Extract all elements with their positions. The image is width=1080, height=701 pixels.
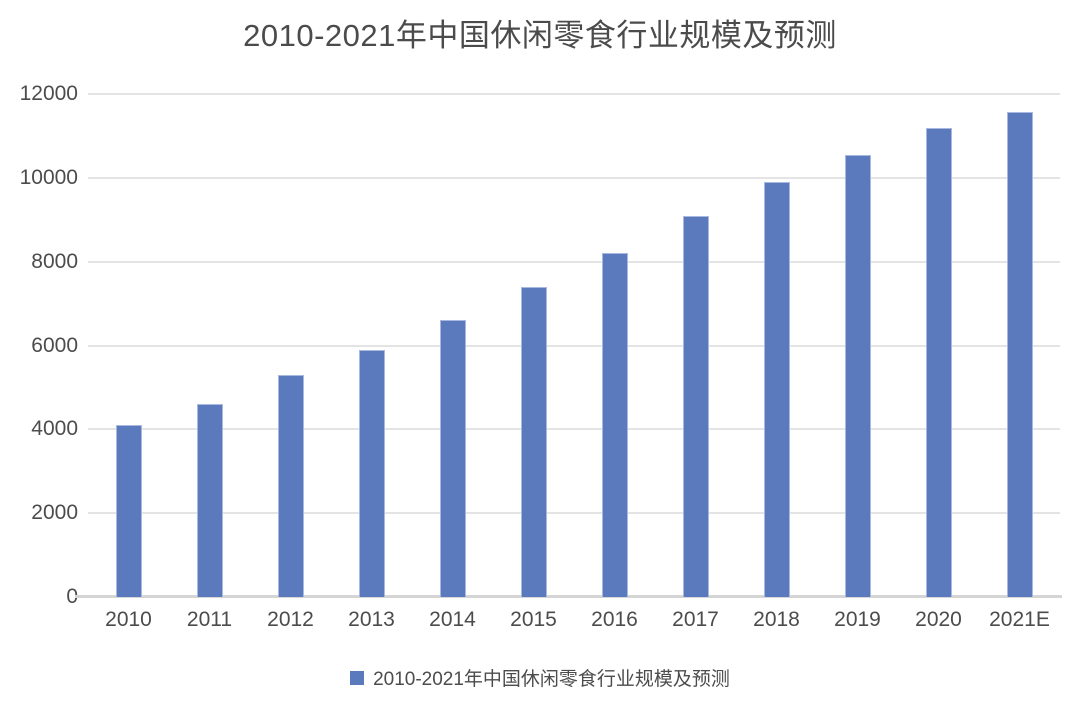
bar-2019 [844, 154, 871, 597]
gridline [88, 344, 1060, 347]
bar-slot [169, 94, 250, 597]
bar-slot [979, 94, 1060, 597]
x-axis: 2010 2011 2012 2013 2014 2015 2016 2017 2018 2019… [88, 605, 1060, 635]
bar-slot [412, 94, 493, 597]
bar-slot [493, 94, 574, 597]
y-axis-tick-label: 2000 [31, 501, 78, 525]
bar-2013 [358, 349, 385, 597]
bar-2017 [682, 215, 709, 597]
y-axis-tick-label: 8000 [31, 249, 78, 273]
x-axis-tick-label: 2019 [834, 608, 881, 631]
bar-slot [898, 94, 979, 597]
legend-swatch-icon [350, 670, 365, 685]
x-axis-tick-label: 2011 [186, 608, 233, 631]
bar-2021E [1006, 112, 1033, 597]
gridline [88, 512, 1060, 515]
bars-row [88, 94, 1060, 597]
x-axis-tick-label: 2014 [429, 608, 476, 631]
bar-2015 [520, 286, 547, 597]
bar-2016 [601, 253, 628, 597]
plot-area [75, 93, 1062, 598]
bar-2014 [439, 320, 466, 597]
y-axis: 0 2000 4000 6000 8000 10000 12000 [0, 83, 78, 608]
x-axis-tick-label: 2013 [348, 608, 395, 631]
bar-2020 [925, 127, 952, 597]
x-axis-tick-label: 2017 [672, 608, 719, 631]
x-axis-tick-label: 2015 [510, 608, 557, 631]
bar-slot [817, 94, 898, 597]
x-axis-tick-label: 2012 [267, 608, 314, 631]
bar-2012 [277, 374, 304, 597]
y-axis-tick-label: 6000 [31, 333, 78, 357]
x-axis-tick-label: 2010 [105, 608, 152, 631]
bar-slot [331, 94, 412, 597]
bar-2011 [196, 404, 223, 597]
bar-slot [655, 94, 736, 597]
bar-2018 [763, 182, 790, 597]
gridline [88, 93, 1060, 95]
y-axis-tick-label: 4000 [31, 417, 78, 441]
gridline [88, 428, 1060, 431]
x-axis-tick-label: 2016 [591, 608, 638, 631]
x-axis-tick-label: 2018 [753, 608, 800, 631]
x-axis-tick-label: 2020 [915, 608, 962, 631]
y-axis-tick-label: 12000 [19, 82, 78, 105]
x-axis-line [75, 595, 1062, 598]
legend: 2010-2021年中国休闲零食行业规模及预测 [0, 664, 1080, 691]
chart-title: 2010-2021年中国休闲零食行业规模及预测 [243, 18, 837, 53]
bar-slot [574, 94, 655, 597]
bar-slot [88, 94, 169, 597]
bar-slot [736, 94, 817, 597]
gridline [88, 176, 1060, 179]
bar-2010 [115, 425, 142, 597]
gridline [88, 260, 1060, 263]
y-axis-tick-label: 10000 [19, 165, 78, 189]
y-axis-tick-label: 0 [66, 585, 78, 608]
bar-slot [250, 94, 331, 597]
x-axis-tick-label: 2021E [989, 608, 1050, 631]
legend-label: 2010-2021年中国休闲零食行业规模及预测 [373, 669, 730, 690]
